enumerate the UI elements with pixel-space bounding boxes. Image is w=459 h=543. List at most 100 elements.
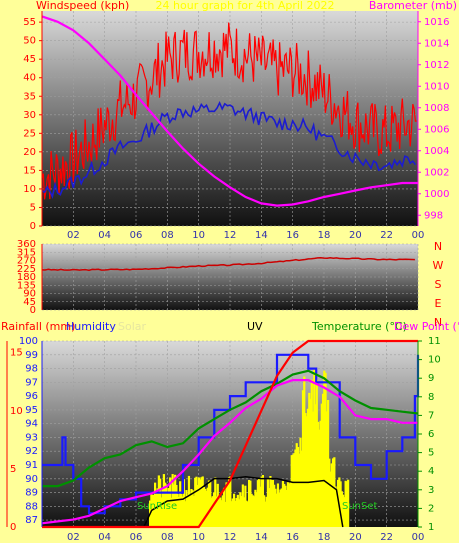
humidity-tick-label: 98 — [25, 364, 38, 375]
p1-xtick-label: 20 — [349, 230, 362, 241]
p1-xtick-label: 22 — [380, 230, 393, 241]
barometer-tick-label: 1002 — [424, 167, 449, 178]
temperature-tick-label: 4 — [428, 466, 434, 477]
temperature-tick-label: 8 — [428, 392, 434, 403]
compass-label: S — [435, 278, 442, 291]
sunset-label: SunSet — [342, 501, 378, 512]
humidity-tick-label: 92 — [25, 446, 38, 457]
p1-xtick-label: 00 — [412, 230, 425, 241]
windspeed-line — [41, 22, 417, 200]
barometer-tick-label: 1016 — [424, 17, 449, 28]
p1-xtick-label: 08 — [161, 230, 174, 241]
dewpoint-line — [41, 379, 418, 525]
direction-tick-label: 225 — [17, 264, 36, 275]
p3-xtick-label: 12 — [224, 532, 237, 543]
compass-label: N — [434, 316, 442, 329]
barometer-line — [41, 15, 418, 207]
humidity-tick-label: 100 — [19, 336, 38, 347]
barometer-tick-label: 1014 — [424, 38, 449, 49]
humidity-tick-label: 93 — [25, 432, 38, 443]
p3-xtick-label: 00 — [412, 532, 425, 543]
barometer-axis-title: Barometer (mb) — [369, 0, 457, 12]
temperature-tick-label: 9 — [428, 373, 434, 384]
windspeed-tick-label: 20 — [23, 147, 36, 158]
humidity-tick-label: 87 — [25, 515, 38, 526]
humidity-tick-label: 97 — [25, 377, 38, 388]
windspeed-tick-label: 40 — [23, 73, 36, 84]
p1-xtick-label: 02 — [67, 230, 80, 241]
chart-title: 24 hour graph for 4th April 2022 — [156, 0, 335, 12]
dewpoint-legend: Dew Point (°C — [394, 320, 459, 333]
p3-xtick-label: 22 — [380, 532, 393, 543]
windspeed-axis-title: Windspeed (kph) — [36, 0, 129, 12]
direction-tick-label: 0 — [30, 305, 36, 316]
barometer-tick-label: 1006 — [424, 124, 449, 135]
direction-tick-label: 90 — [23, 289, 36, 300]
windspeed-tick-label: 30 — [23, 110, 36, 121]
windspeed-tick-label: 0 — [30, 221, 36, 232]
temperature-line — [42, 369, 419, 488]
compass-label: W — [433, 259, 444, 272]
p1-xtick-label: 14 — [255, 230, 268, 241]
compass-label: N — [434, 240, 442, 253]
p3-xtick-label: 04 — [98, 532, 111, 543]
solar-legend: Solar — [118, 320, 147, 333]
windspeed-tick-label: 50 — [23, 36, 36, 47]
humidity-tick-label: 96 — [25, 391, 38, 402]
direction-tick-label: 45 — [23, 297, 36, 308]
humidity-tick-label: 99 — [25, 350, 38, 361]
p1-xtick-label: 16 — [286, 230, 299, 241]
rainfall-tick-label: 0 — [10, 522, 16, 533]
barometer-tick-label: 1000 — [424, 189, 449, 200]
temperature-tick-label: 1 — [428, 522, 434, 533]
wind-direction-line — [41, 256, 415, 272]
rainfall-tick-label: 5 — [10, 464, 16, 475]
barometer-tick-label: 998 — [424, 210, 443, 221]
temperature-legend: Temperature (°C) — [311, 320, 407, 333]
humidity-tick-label: 91 — [25, 460, 38, 471]
barometer-tick-label: 1004 — [424, 146, 449, 157]
direction-tick-label: 135 — [17, 280, 36, 291]
p1-xtick-label: 10 — [192, 230, 205, 241]
rainfall-axis-title: Rainfall (mm) — [1, 320, 75, 333]
average-wind-line — [41, 101, 417, 200]
p3-xtick-label: 20 — [349, 532, 362, 543]
humidity-legend: Humidity — [66, 320, 116, 333]
windspeed-tick-label: 5 — [30, 202, 36, 213]
temperature-tick-label: 10 — [428, 355, 441, 366]
p3-xtick-label: 08 — [161, 532, 174, 543]
temperature-tick-label: 2 — [428, 503, 434, 514]
p3-xtick-label: 10 — [192, 532, 205, 543]
p3-xtick-label: 06 — [130, 532, 143, 543]
barometer-tick-label: 1008 — [424, 103, 449, 114]
rainfall-tick-label: 10 — [10, 406, 23, 417]
direction-tick-label: 360 — [17, 239, 36, 250]
uv-legend: UV — [247, 320, 263, 333]
barometer-tick-label: 1010 — [424, 81, 449, 92]
direction-tick-label: 180 — [17, 272, 36, 283]
rainfall-tick-label: 15 — [10, 348, 23, 359]
rainfall-line — [42, 339, 418, 529]
windspeed-tick-label: 45 — [23, 54, 36, 65]
humidity-line — [42, 353, 420, 515]
sunrise-label: SunRise — [137, 501, 177, 512]
humidity-tick-label: 88 — [25, 501, 38, 512]
temperature-tick-label: 6 — [428, 429, 434, 440]
windspeed-tick-label: 10 — [23, 184, 36, 195]
p3-xtick-label: 14 — [255, 532, 268, 543]
windspeed-tick-label: 25 — [23, 128, 36, 139]
windspeed-tick-label: 15 — [23, 165, 36, 176]
uv-line — [143, 476, 344, 528]
p3-xtick-label: 18 — [318, 532, 331, 543]
p1-xtick-label: 18 — [318, 230, 331, 241]
humidity-tick-label: 89 — [25, 488, 38, 499]
temperature-tick-label: 3 — [428, 485, 434, 496]
p3-xtick-label: 02 — [67, 532, 80, 543]
direction-tick-label: 315 — [17, 247, 36, 258]
windspeed-tick-label: 55 — [23, 17, 36, 28]
p1-xtick-label: 04 — [98, 230, 111, 241]
compass-label: E — [435, 297, 442, 310]
temperature-tick-label: 5 — [428, 448, 434, 459]
p3-xtick-label: 16 — [286, 532, 299, 543]
p1-xtick-label: 12 — [224, 230, 237, 241]
